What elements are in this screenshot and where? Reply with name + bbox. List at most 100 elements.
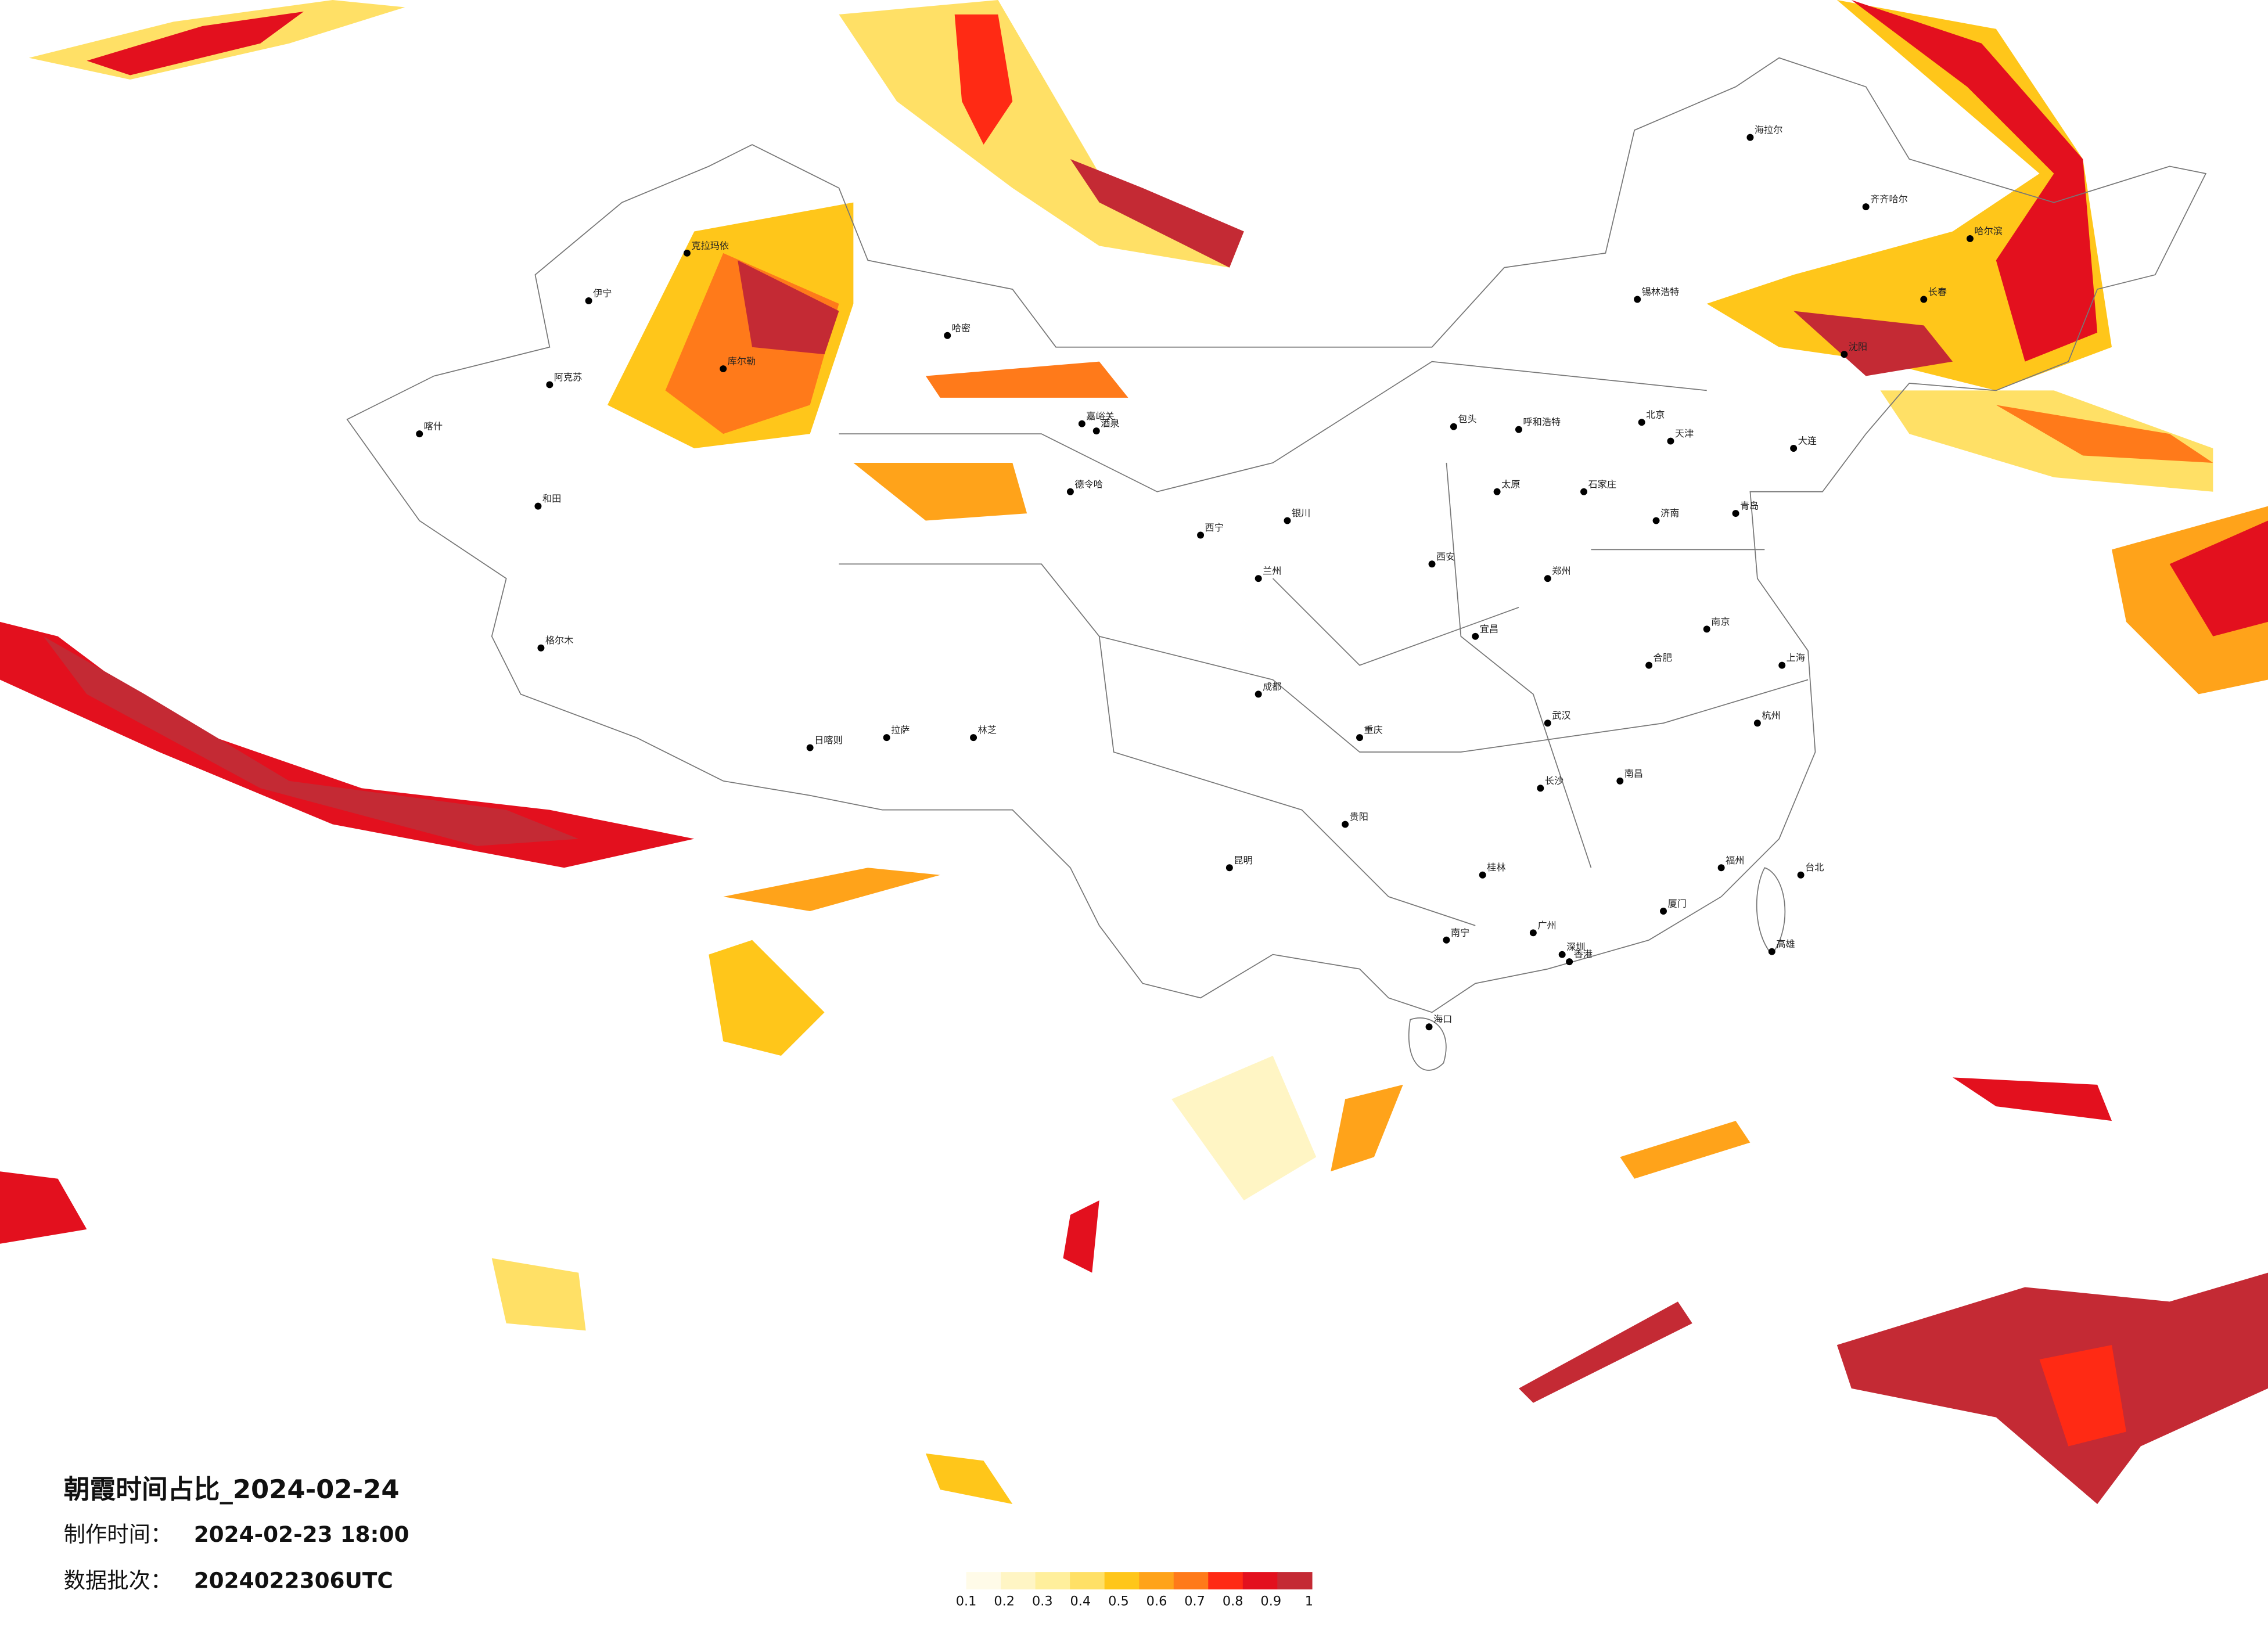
city-dot [683,249,691,257]
city-label: 上海 [1787,652,1805,663]
city-dot [546,381,553,388]
city-dot [1342,821,1349,828]
city-dot [1862,203,1870,211]
city-dot [1768,948,1775,955]
made-value: 2024-02-23 18:00 [194,1521,409,1547]
city-label: 深圳 [1566,941,1585,952]
city-label: 青岛 [1740,501,1759,512]
heat-area [1953,1077,2112,1121]
city-label: 西宁 [1205,522,1224,533]
city-dot [1841,351,1848,358]
city-label: 台北 [1805,862,1824,873]
colorbar-label: 0.8 [1223,1593,1243,1609]
city-label: 伊宁 [593,288,612,299]
city-dot [1732,510,1739,517]
city-dot [1558,951,1566,958]
city-label: 西安 [1436,551,1455,562]
country-border [346,57,2207,1013]
heat-area [1793,311,1953,376]
colorbar-label: 0.4 [1070,1593,1091,1609]
city-label: 天津 [1675,428,1694,439]
city-dot [1790,445,1798,452]
heat-area [491,1258,586,1331]
city-label: 酒泉 [1101,418,1119,429]
colorbar-cell [1104,1572,1140,1589]
city-label: 海口 [1433,1014,1452,1025]
city-label: 杭州 [1762,710,1780,721]
heat-area [709,940,825,1056]
city-label: 高雄 [1776,938,1795,949]
city-dot [585,297,592,304]
city-label: 哈尔滨 [1974,225,2003,236]
city-label: 贵阳 [1350,811,1368,822]
city-label: 广州 [1537,920,1556,931]
city-label: 太原 [1501,479,1520,490]
colorbar-cell [1070,1572,1105,1589]
city-label: 南宁 [1451,927,1469,938]
city-dot [1778,661,1786,669]
city-dot [1255,690,1262,698]
city-dot [416,430,423,438]
city-dot [1428,560,1436,568]
heat-area [723,868,940,911]
city-label: 包头 [1458,413,1476,425]
colorbar-label: 0.5 [1108,1593,1129,1609]
colorbar-label: 0.2 [994,1593,1015,1609]
city-dot [1537,785,1544,792]
heat-area [853,462,1027,521]
city-label: 日喀则 [814,735,843,746]
city-label: 拉萨 [891,725,910,736]
city-label: 武汉 [1552,710,1570,721]
city-dot [1966,235,1974,242]
city-dot [970,734,977,742]
heat-area [1331,1084,1403,1172]
city-label: 锡林浩特 [1642,286,1680,297]
city-label: 北京 [1646,409,1665,420]
city-label: 郑州 [1552,566,1570,577]
city-dot [1634,296,1641,303]
city-label: 林芝 [978,725,997,736]
city-label: 兰州 [1263,566,1281,577]
city-label: 格尔木 [545,635,574,646]
city-dot [1566,958,1573,966]
heat-area [0,1171,87,1244]
city-label: 成都 [1263,681,1281,692]
heat-layer [0,0,2268,1505]
city-label: 哈密 [952,322,971,333]
city-label: 石家庄 [1588,479,1616,490]
province-border [839,361,1809,926]
city-label: 阿克苏 [554,372,583,383]
city-dot [806,744,814,751]
heat-area [925,361,1128,398]
city-label: 宜昌 [1480,623,1498,634]
heat-area [1996,405,2213,463]
city-label: 南京 [1711,616,1730,627]
city-dot [1479,871,1486,879]
boundaries [346,57,2207,1071]
city-dot [1717,864,1725,872]
heat-area [43,636,579,846]
city-dot [1703,625,1710,633]
colorbar-cell [966,1572,1001,1589]
city-dot [1616,777,1624,785]
city-dot [1066,488,1074,495]
city-label: 喀什 [424,421,443,432]
heat-area [1620,1121,1751,1179]
city-dot [944,332,951,339]
city-dot [1667,437,1674,445]
colorbar-label: 0.1 [956,1593,977,1609]
city-dot [720,365,727,373]
city-label: 南昌 [1624,768,1643,779]
city-label: 香港 [1574,949,1593,960]
city-dot [1652,517,1660,524]
batch-label: 数据批次： [64,1568,172,1593]
city-label: 齐齐哈尔 [1870,194,1908,205]
colorbar-label: 0.7 [1184,1593,1205,1609]
colorbar: 0.1 0.2 0.3 0.4 0.5 0.6 0.7 0.8 0.9 1 [956,1572,1313,1609]
title: 朝霞时间占比_2024-02-24 [64,1474,400,1505]
colorbar-label: 0.3 [1032,1593,1053,1609]
heat-area [2169,520,2268,636]
city-label: 克拉玛依 [691,240,729,251]
